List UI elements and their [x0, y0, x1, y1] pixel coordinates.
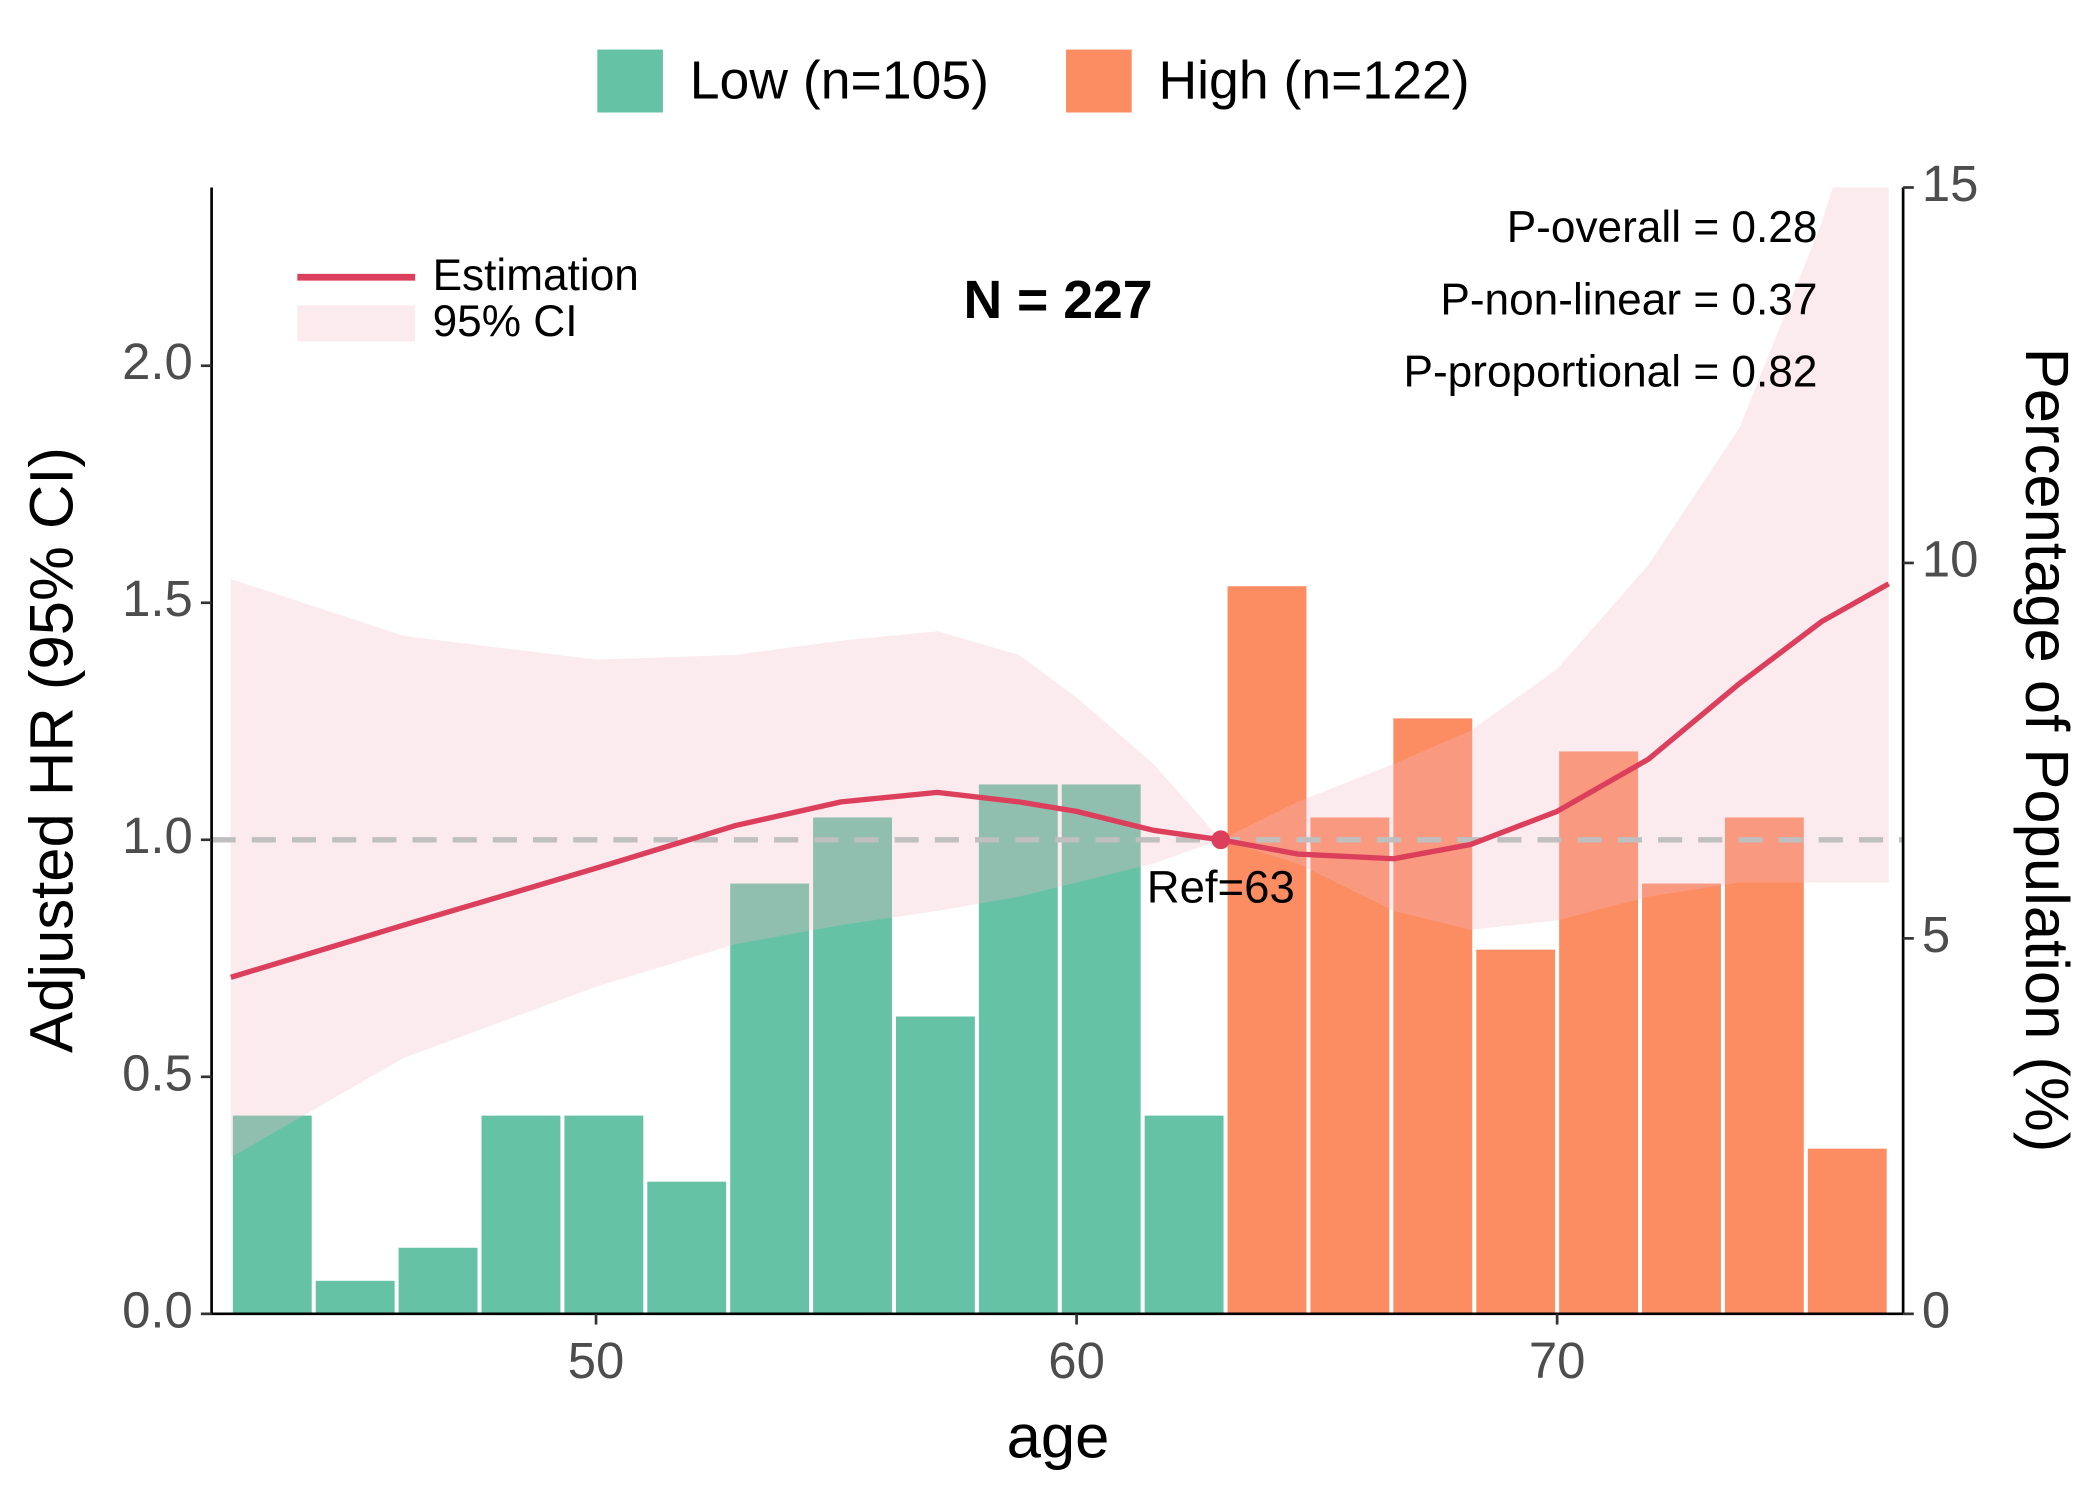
legend-label: High (n=122): [1158, 52, 1469, 111]
legend-swatch: [597, 49, 663, 113]
bar: [1310, 817, 1390, 1314]
bar: [1807, 1148, 1887, 1314]
estimation-line: [230, 581, 1891, 980]
annotation: P-non-linear = 0.37: [1440, 275, 1817, 324]
ci-band: [230, 187, 1889, 1158]
legend-label: Low (n=105): [690, 52, 989, 111]
bar: [1476, 949, 1556, 1314]
bar: [1061, 784, 1141, 1314]
y-tick-label: 0.0: [122, 1281, 193, 1338]
bar: [1642, 883, 1721, 1314]
annotation: P-overall = 0.28: [1507, 203, 1818, 252]
y-tick-label: 1.5: [122, 570, 193, 627]
bar: [813, 817, 892, 1314]
legend-label: Estimation: [433, 251, 639, 300]
x-axis-title: age: [1007, 1402, 1110, 1471]
bar: [1724, 817, 1804, 1314]
y2-tick-label: 0: [1922, 1281, 1950, 1338]
legend-ci: [297, 305, 416, 342]
legend-swatch: [1066, 49, 1132, 113]
y2-tick-label: 10: [1922, 530, 1979, 587]
bar: [647, 1181, 727, 1314]
y-tick-label: 1.0: [122, 807, 193, 864]
bar: [481, 1115, 561, 1314]
y-axis-title: Adjusted HR (95% CI): [18, 447, 87, 1053]
y-tick-label: 2.0: [122, 333, 193, 390]
annotation: P-proportional = 0.82: [1403, 348, 1817, 397]
bar: [1144, 1115, 1224, 1314]
bar: [1393, 718, 1473, 1314]
plot-area: [211, 187, 1904, 1314]
y2-tick-label: 15: [1922, 155, 1979, 212]
bar: [232, 1115, 312, 1314]
bar: [315, 1280, 395, 1314]
bar: [1559, 751, 1639, 1314]
y-tick-label: 0.5: [122, 1044, 193, 1101]
bar: [978, 784, 1058, 1314]
bar: [730, 883, 810, 1314]
legend-label: 95% CI: [433, 297, 578, 346]
ref-label: Ref=63: [1147, 862, 1295, 913]
bar: [398, 1247, 478, 1314]
ref-point: [1211, 830, 1231, 850]
y2-axis-title: Percentage of Population (%): [2012, 348, 2081, 1153]
x-tick-label: 60: [1048, 1332, 1105, 1389]
bar: [564, 1115, 644, 1314]
bar: [1227, 586, 1307, 1314]
y2-tick-label: 5: [1922, 906, 1950, 963]
bar: [895, 1016, 975, 1314]
x-tick-label: 50: [568, 1332, 625, 1389]
x-tick-label: 70: [1529, 1332, 1586, 1389]
chart-title: N = 227: [963, 271, 1152, 330]
